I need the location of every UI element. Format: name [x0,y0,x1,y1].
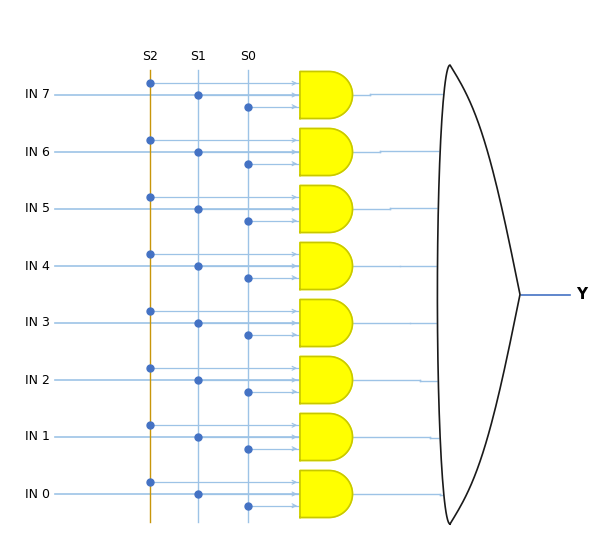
Polygon shape [300,357,353,404]
Text: S1: S1 [190,50,206,63]
Text: Y: Y [576,287,587,302]
Text: IN 0: IN 0 [25,487,50,500]
Text: IN 4: IN 4 [25,260,50,273]
Polygon shape [300,413,353,460]
Text: IN 2: IN 2 [25,373,50,386]
Text: S2: S2 [142,50,158,63]
Polygon shape [437,65,520,524]
Text: IN 7: IN 7 [25,89,50,102]
Text: IN 1: IN 1 [25,431,50,444]
Polygon shape [300,242,353,289]
Polygon shape [300,129,353,175]
Text: IN 5: IN 5 [25,202,50,215]
Text: S0: S0 [240,50,256,63]
Polygon shape [300,71,353,118]
Text: IN 6: IN 6 [25,146,50,159]
Polygon shape [300,186,353,233]
Polygon shape [300,471,353,518]
Polygon shape [300,300,353,346]
Text: IN 3: IN 3 [25,316,50,329]
